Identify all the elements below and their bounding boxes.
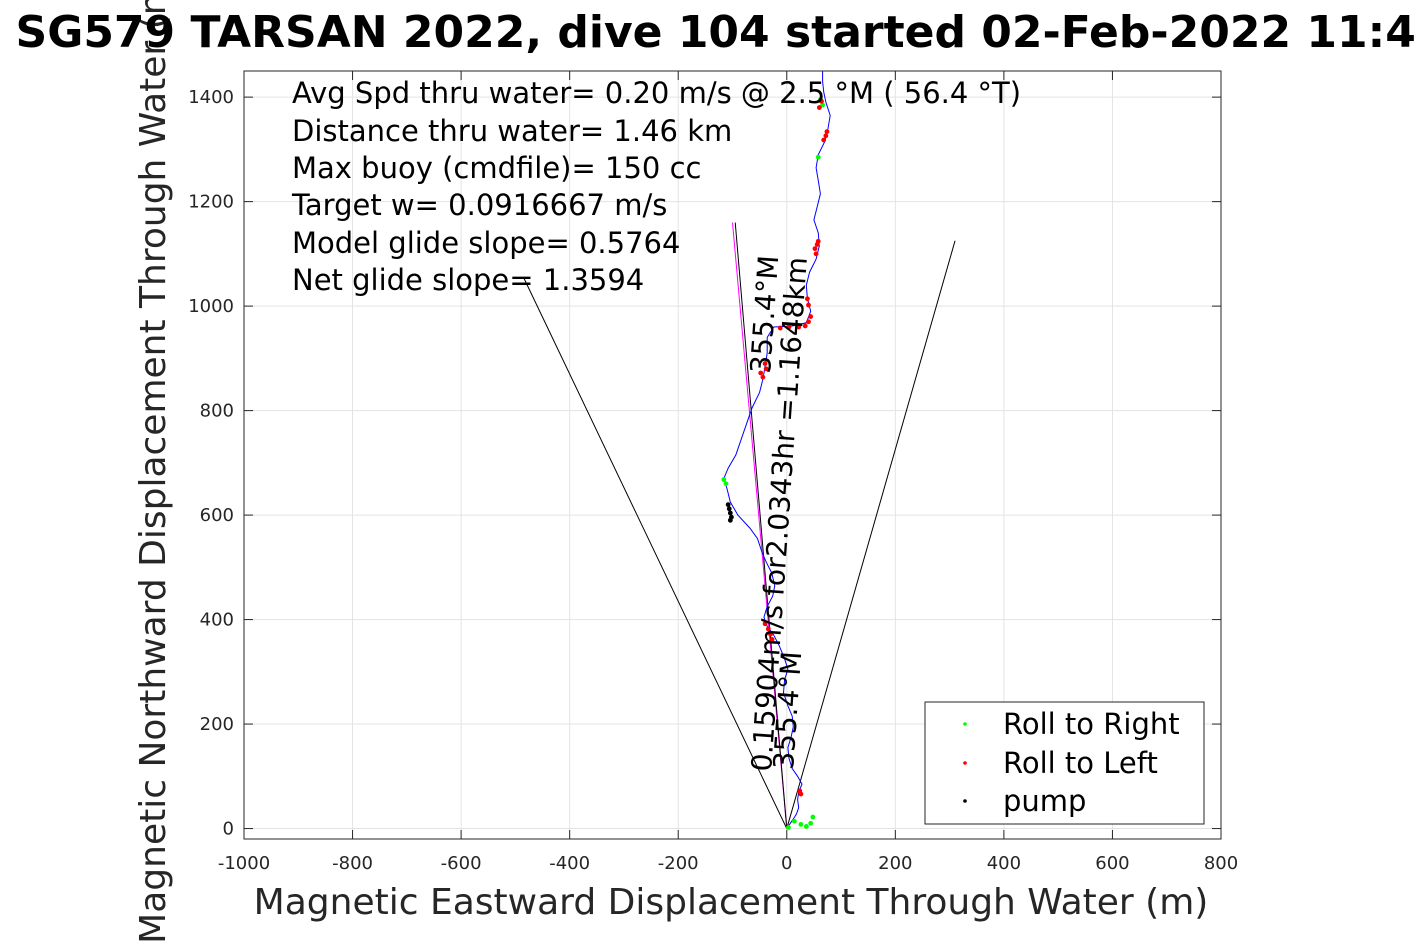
chart-title: SG579 TARSAN 2022, dive 104 started 02-F… [16, 7, 1417, 58]
x-axis-label: Magnetic Eastward Displacement Through W… [254, 882, 1209, 923]
x-tick-label: -800 [332, 853, 373, 874]
data-layer [523, 71, 956, 830]
cone-right-edge [786, 240, 956, 829]
pump-point [725, 502, 731, 508]
roll-left-point [816, 105, 822, 110]
roll-right-point [791, 818, 797, 824]
roll-left-point [760, 374, 766, 380]
heading-label-upper: 355.4°M [744, 254, 785, 374]
x-tick-label: 0 [781, 853, 792, 874]
legend-label-pump: pump [1003, 784, 1086, 818]
annotation-distance: Distance thru water= 1.46 km [292, 114, 732, 148]
heading-line [734, 222, 788, 829]
roll-right-point [808, 820, 814, 826]
roll-left-point [806, 319, 811, 325]
annotation-model-glide: Model glide slope= 0.5764 [292, 226, 680, 260]
y-tick-label: 0 [223, 819, 234, 840]
x-tick-label: -200 [658, 853, 699, 874]
pump-point [726, 506, 732, 512]
x-tick-label: -400 [549, 853, 590, 874]
x-tick-label: 200 [878, 853, 912, 874]
annotation-target-w: Target w= 0.0916667 m/s [291, 188, 667, 222]
legend-label-roll-right: Roll to Right [1003, 707, 1180, 741]
roll-right-point [723, 481, 729, 487]
roll-left-point [802, 323, 808, 329]
roll-left-point [823, 133, 829, 139]
heading-label-lower: 355.4°M [767, 650, 808, 770]
track-line [723, 71, 831, 829]
roll-left-point [777, 325, 783, 331]
roll-left-point [762, 621, 768, 627]
cone-left-edge [523, 277, 788, 829]
roll-right-point [721, 477, 727, 482]
annotation-avg-speed: Avg Spd thru water= 0.20 m/s @ 2.5 °M ( … [292, 76, 1021, 110]
legend-marker-pump [963, 799, 967, 803]
roll-left-point [758, 370, 764, 376]
legend-marker-roll-left [963, 761, 967, 765]
x-tick-label: 800 [1204, 853, 1238, 874]
roll-right-point [815, 154, 821, 160]
roll-left-point [762, 361, 768, 366]
roll-right-point [798, 821, 804, 827]
ticks: -1000 -800 -600 -400 -200 0 200 400 600 800 0 200 40… [188, 71, 1238, 874]
y-tick-label: 1400 [188, 87, 234, 108]
roll-left-point [769, 637, 775, 642]
roll-left-point [813, 251, 819, 257]
roll-left-point [768, 631, 773, 637]
roll-left-point [805, 296, 810, 302]
y-tick-label: 800 [200, 401, 234, 422]
legend-box [924, 701, 1205, 825]
roll-left-point [815, 238, 821, 244]
roll-left-point [765, 626, 771, 632]
roll-left-point [763, 366, 769, 372]
y-axis-label: Magnetic Northward Displacement Through … [133, 0, 174, 944]
pump-point [727, 517, 733, 523]
roll-left-point [786, 324, 792, 330]
annotation-max-buoy: Max buoy (cmdfile)= 150 cc [292, 151, 701, 185]
y-tick-label: 600 [200, 505, 234, 526]
annotation-block: Avg Spd thru water= 0.20 m/s @ 2.5 °M ( … [291, 76, 1021, 297]
y-tick-label: 1000 [188, 296, 234, 317]
roll-left-point [819, 98, 824, 104]
x-tick-label: 600 [1095, 853, 1129, 874]
annotation-net-glide: Net glide slope= 1.3594 [292, 263, 644, 297]
x-tick-label: -600 [441, 853, 482, 874]
roll-left-point [806, 302, 811, 308]
roll-right-point [810, 814, 816, 820]
roll-right-point [820, 102, 826, 108]
x-tick-label: 400 [987, 853, 1021, 874]
legend-label-roll-left: Roll to Left [1003, 746, 1158, 780]
roll-left-point [808, 314, 814, 319]
roll-left-point [812, 246, 818, 252]
pump-point [727, 510, 733, 516]
roll-left-point [821, 137, 827, 143]
axes-box [243, 70, 1222, 840]
roll-left-point [824, 129, 830, 135]
legend-marker-roll-right [963, 722, 967, 726]
roll-right-point [786, 825, 791, 830]
roll-left-point [798, 791, 804, 797]
y-tick-label: 400 [200, 610, 234, 631]
y-tick-label: 200 [200, 714, 234, 735]
legend: Roll to Right Roll to Left pump [924, 701, 1205, 825]
y-tick-label: 1200 [188, 192, 234, 213]
roll-right-point [803, 824, 809, 829]
x-tick-label: -1000 [218, 853, 270, 874]
roll-left-point [796, 324, 802, 330]
